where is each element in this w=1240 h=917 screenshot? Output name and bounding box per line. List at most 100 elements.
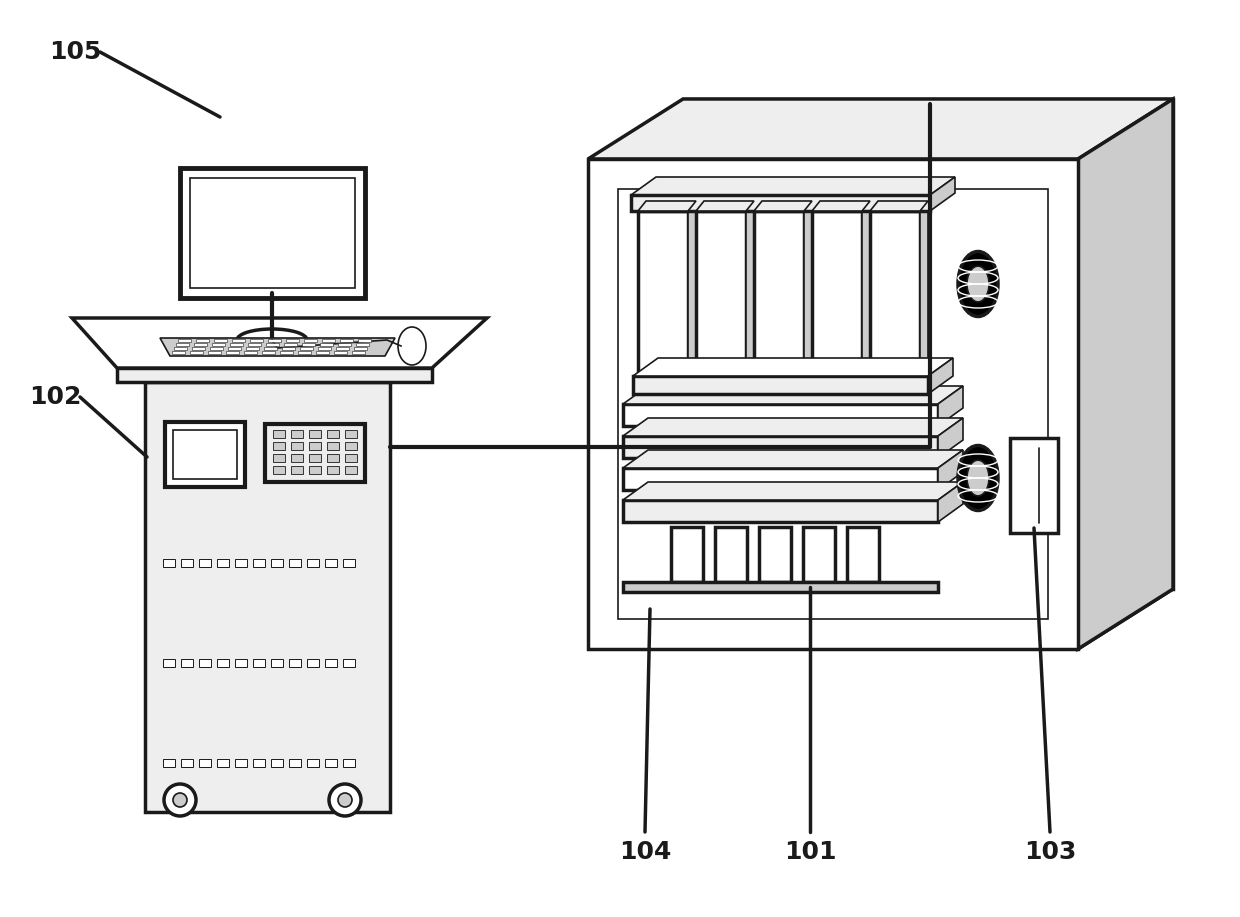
Bar [320,343,334,346]
Bar [353,347,367,350]
Bar [281,347,295,350]
Bar [212,343,224,346]
Bar [715,527,746,582]
Bar [291,466,303,474]
Bar [162,559,175,567]
Bar [622,500,937,522]
Bar [339,343,351,346]
Polygon shape [862,201,870,376]
Text: 102: 102 [29,385,81,409]
Ellipse shape [329,784,361,816]
Bar [190,178,355,288]
Bar [232,339,246,342]
Bar [622,582,937,592]
Polygon shape [72,318,487,368]
Bar [273,466,285,474]
Polygon shape [622,418,963,436]
Ellipse shape [967,460,990,496]
Ellipse shape [398,327,427,365]
Bar [291,442,303,450]
Polygon shape [696,201,754,211]
Bar [236,559,247,567]
Bar [812,211,862,376]
Bar [268,339,281,342]
Bar [308,759,319,767]
Ellipse shape [959,251,998,316]
Bar [343,759,355,767]
Bar [286,339,299,342]
Bar [632,376,928,394]
Bar [236,659,247,667]
Bar [754,211,804,376]
Bar [340,339,353,342]
Bar [289,759,301,767]
Ellipse shape [959,446,998,511]
Bar [316,351,329,354]
Bar [264,347,277,350]
Bar [246,347,259,350]
Bar [280,351,293,354]
Bar [181,759,193,767]
Bar [165,422,246,487]
Bar [145,382,391,812]
Bar [289,659,301,667]
Bar [248,343,260,346]
Ellipse shape [967,266,990,302]
Bar [196,339,210,342]
Bar [162,659,175,667]
Bar [327,454,339,462]
Bar [309,466,321,474]
Polygon shape [754,201,812,211]
Polygon shape [588,99,1173,159]
Bar [345,454,357,462]
Bar [303,343,315,346]
Bar [217,659,229,667]
Polygon shape [622,482,963,500]
Bar [298,351,311,354]
Bar [325,759,337,767]
Bar [267,343,279,346]
Bar [272,559,283,567]
Bar [226,351,239,354]
Polygon shape [804,201,812,376]
Bar [759,527,791,582]
Bar [253,759,265,767]
Bar [244,351,257,354]
Bar [356,343,370,346]
Bar [631,195,930,211]
Bar [272,759,283,767]
Bar [208,351,221,354]
Bar [250,339,263,342]
Bar [327,442,339,450]
Polygon shape [920,201,928,376]
Bar [174,347,187,350]
Bar [181,559,193,567]
Bar [289,559,301,567]
Polygon shape [683,99,1173,589]
Polygon shape [631,177,955,195]
Bar [198,659,211,667]
Polygon shape [870,201,928,211]
Bar [228,347,241,350]
Polygon shape [937,386,963,426]
Bar [1011,438,1058,533]
Bar [317,347,331,350]
Bar [176,343,188,346]
Bar [308,659,319,667]
Polygon shape [588,589,1173,649]
Bar [180,168,365,298]
Ellipse shape [164,784,196,816]
Bar [345,466,357,474]
Polygon shape [632,358,954,376]
Bar [334,351,347,354]
Bar [273,454,285,462]
Polygon shape [688,201,696,376]
Bar [217,559,229,567]
Bar [696,211,746,376]
Bar [273,430,285,438]
Text: 104: 104 [619,840,671,864]
Polygon shape [937,450,963,490]
Text: 103: 103 [1024,840,1076,864]
Text: 101: 101 [784,840,836,864]
Bar [265,424,365,482]
